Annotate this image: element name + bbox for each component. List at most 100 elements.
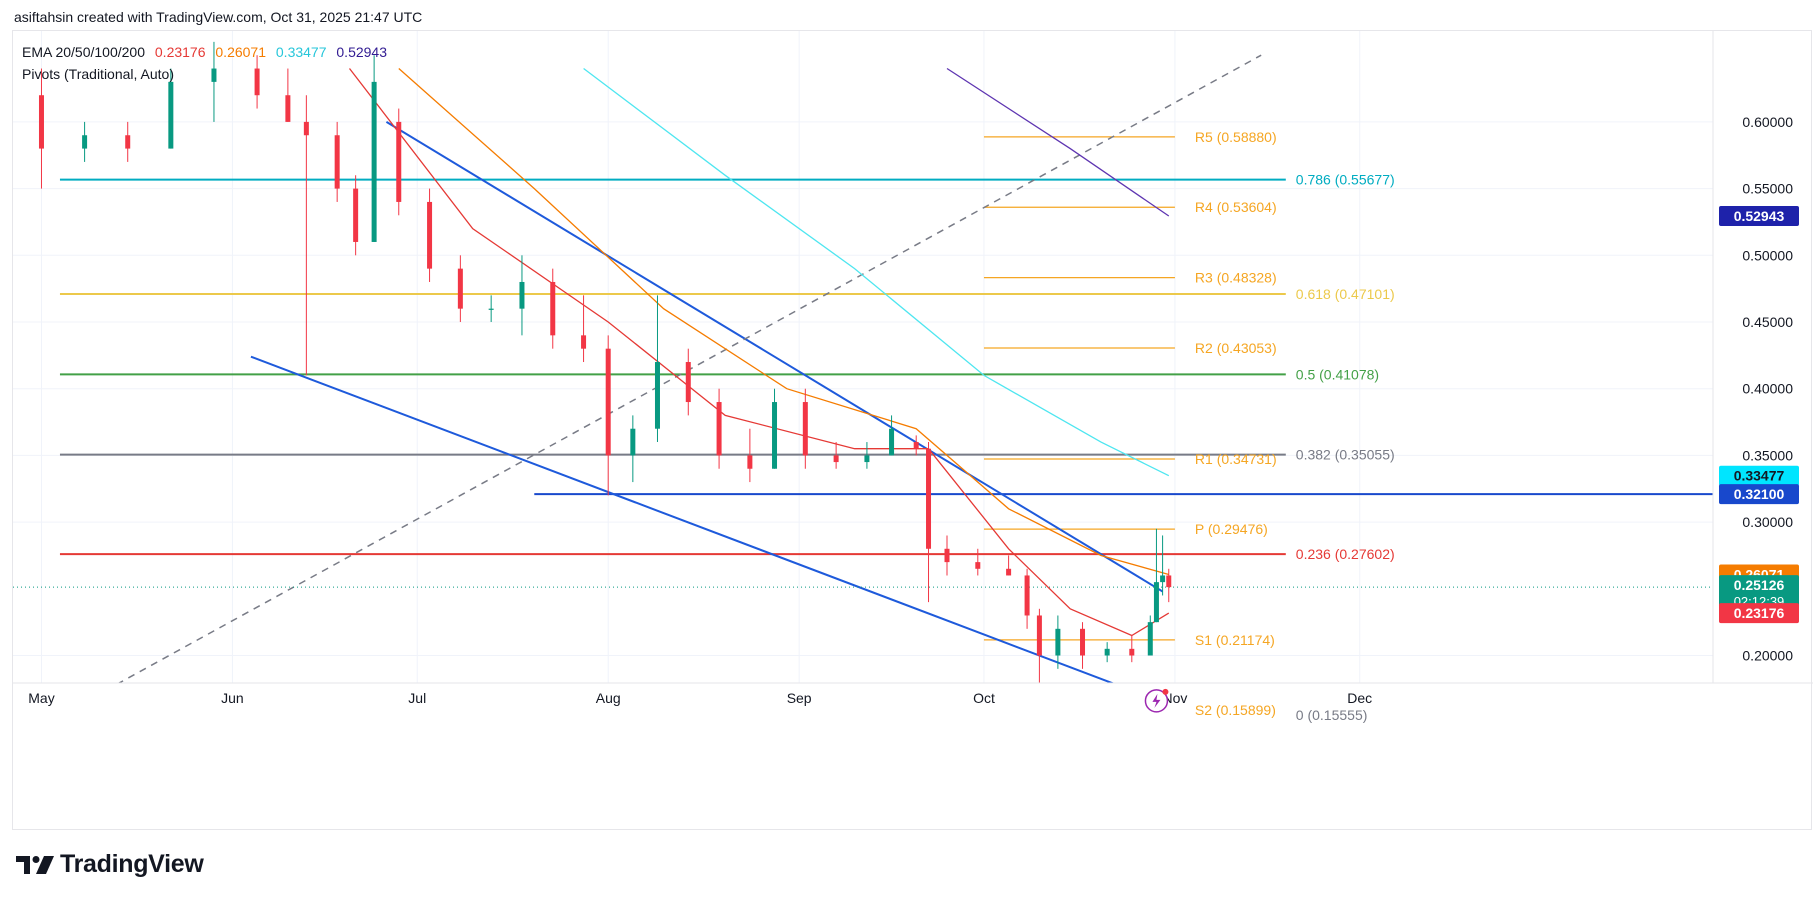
candle-body: [716, 402, 722, 456]
ema-line: [348, 68, 1170, 637]
candle-body: [685, 362, 691, 403]
candle-body: [889, 428, 895, 456]
candle-body: [654, 362, 660, 429]
pivot-level-label: R1 (0.34731): [1195, 451, 1277, 467]
attribution-text: asiftahsin created with TradingView.com,…: [14, 9, 423, 25]
candle-body: [1147, 622, 1153, 656]
price-badges-layer: 0.529430.334770.321000.260710.2512602:12…: [1719, 206, 1799, 624]
pivots-legend[interactable]: Pivots (Traditional, Auto): [22, 66, 174, 82]
candle-body: [82, 135, 88, 149]
price-badge: [1719, 575, 1799, 612]
ema200-value: 0.52943: [336, 44, 387, 60]
y-axis-label: 0.35000: [1742, 447, 1793, 463]
trend-ray-dashed: [117, 54, 1262, 683]
channel-trendline: [250, 355, 1115, 683]
x-axis-label: Sep: [787, 690, 812, 706]
footer: TradingView: [16, 850, 204, 879]
y-axis-label: 0.40000: [1742, 381, 1793, 397]
candle-body: [427, 201, 433, 269]
candle-body: [1153, 582, 1159, 623]
x-axis-label: Jul: [408, 690, 426, 706]
ema100-value: 0.33477: [275, 44, 327, 60]
fib-level-label: 0.786 (0.55677): [1296, 172, 1395, 188]
ema-legend[interactable]: EMA 20/50/100/200 0.23176 0.26071 0.3347…: [22, 44, 393, 60]
pivot-level-label: R3 (0.48328): [1195, 270, 1277, 286]
candle-body: [864, 455, 870, 463]
trendlines-layer: [13, 54, 1713, 683]
fib-level-label: 0.618 (0.47101): [1296, 286, 1395, 302]
price-badge: [1719, 603, 1799, 624]
fib-level-label: 0.236 (0.27602): [1296, 546, 1395, 562]
pivot-level-label: S2 (0.15899): [1195, 702, 1276, 718]
price-badge-label: 0.23176: [1734, 605, 1785, 621]
candle-body: [353, 188, 359, 242]
pivot-level-label: S1 (0.21174): [1195, 632, 1275, 648]
candle-body: [519, 281, 525, 309]
fib-level-label: 0.382 (0.35055): [1296, 447, 1395, 463]
y-axis-label: 0.30000: [1742, 514, 1793, 530]
candle-body: [926, 448, 932, 549]
candle-body: [581, 335, 587, 349]
channel-trendline: [385, 121, 1164, 593]
candle-body: [802, 402, 808, 456]
candle-body: [944, 548, 950, 563]
x-axis-label: Oct: [973, 690, 995, 706]
candle-body: [975, 562, 981, 569]
fib-levels-layer: [59, 178, 1286, 556]
candle-body: [371, 81, 377, 242]
ema-line: [398, 68, 1169, 576]
candle-body: [303, 121, 309, 136]
price-badge-label: 0.52943: [1734, 208, 1785, 224]
x-axis-label: Aug: [596, 690, 621, 706]
pivot-level-label: R5 (0.58880): [1195, 129, 1277, 145]
y-axis-label: 0.50000: [1742, 247, 1793, 263]
candle-body: [605, 348, 611, 456]
tradingview-logo-icon: [16, 855, 54, 874]
candle-body: [630, 428, 636, 456]
extra-layer: [1144, 688, 1169, 713]
pivot-level-label: R2 (0.43053): [1195, 340, 1277, 356]
pivots-legend-label: Pivots (Traditional, Auto): [22, 66, 174, 82]
axis-layer: May Jun Jul Aug Sep Oct Nov Dec 0.60000 0.55000 0.…: [13, 31, 1813, 723]
candle-body: [488, 308, 494, 310]
candle-body: [396, 121, 402, 202]
candle-body: [913, 442, 919, 449]
ema-layer: [348, 67, 1170, 637]
candle-body: [254, 68, 260, 96]
candle-body: [125, 135, 131, 149]
candle-body: [285, 95, 291, 122]
candle-body: [1036, 615, 1042, 656]
candle-body: [833, 455, 839, 463]
candle-body: [168, 81, 174, 149]
grid-layer: [13, 31, 1713, 683]
candle-body: [38, 95, 44, 149]
fib-level-label: 0.5 (0.41078): [1296, 366, 1379, 382]
pivot-level-label: R4 (0.53604): [1195, 199, 1277, 215]
price-badge: [1719, 206, 1799, 227]
x-axis-label: Nov: [1162, 690, 1187, 706]
pivot-level-label: P (0.29476): [1195, 521, 1268, 537]
candle-body: [550, 281, 556, 336]
candle-body: [1166, 575, 1172, 588]
lightning-icon: [1144, 688, 1169, 713]
price-chart[interactable]: May Jun Jul Aug Sep Oct Nov Dec 0.60000 0.55000 0.…: [13, 31, 1813, 831]
footer-brand: TradingView: [60, 850, 204, 878]
ema-line: [946, 67, 1170, 217]
candle-body: [1129, 648, 1135, 656]
x-axis-label: Jun: [221, 690, 244, 706]
candle-body: [1160, 575, 1166, 583]
price-badge-label: 0.32100: [1734, 486, 1785, 502]
price-badge: [1719, 465, 1799, 486]
candle-body: [1080, 628, 1086, 656]
candle-body: [1024, 575, 1030, 616]
x-axis-label: May: [28, 690, 54, 706]
pivot-levels-layer: [983, 136, 1175, 641]
candle-body: [1006, 568, 1012, 576]
y-axis-label: 0.45000: [1742, 314, 1793, 330]
candles-layer: [38, 41, 1172, 683]
chart-frame[interactable]: May Jun Jul Aug Sep Oct Nov Dec 0.60000 0.55000 0.…: [12, 30, 1813, 831]
price-badge: [1719, 484, 1799, 505]
candle-body: [334, 135, 340, 189]
ema50-value: 0.26071: [215, 44, 266, 60]
ema-line: [583, 67, 1170, 477]
